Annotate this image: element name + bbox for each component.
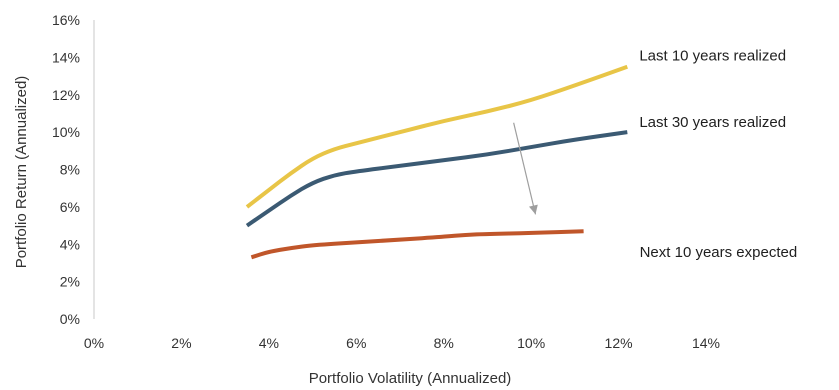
x-tick-label: 6% <box>346 335 366 351</box>
y-tick-label: 0% <box>60 311 80 327</box>
y-tick-label: 14% <box>52 49 80 65</box>
series-line-2 <box>245 130 628 228</box>
series-label-2: Last 30 years realized <box>639 114 786 131</box>
y-axis-title: Portfolio Return (Annualized) <box>13 76 30 269</box>
y-tick-label: 2% <box>60 274 80 290</box>
series-line-3 <box>250 229 584 260</box>
y-tick-label: 4% <box>60 236 80 252</box>
trend-arrow-shaft <box>513 122 537 215</box>
x-tick-label: 14% <box>692 335 720 351</box>
trend-arrow-head <box>529 204 538 215</box>
y-tick-label: 6% <box>60 199 80 215</box>
y-tick-label: 8% <box>60 162 80 178</box>
series-labels: Last 10 years realized Last 30 years real… <box>639 48 797 261</box>
y-axis-ticks: 0% 2% 4% 6% 8% 10% 12% 14% 16% <box>52 12 80 327</box>
x-axis-ticks: 0% 2% 4% 6% 8% 10% 12% 14% <box>84 335 720 351</box>
x-tick-label: 4% <box>259 335 279 351</box>
y-tick-label: 12% <box>52 87 80 103</box>
x-tick-label: 0% <box>84 335 104 351</box>
y-tick-label: 10% <box>52 124 80 140</box>
series-label-3: Next 10 years expected <box>640 244 798 261</box>
x-tick-label: 8% <box>434 335 454 351</box>
x-axis-title: Portfolio Volatility (Annualized) <box>309 370 512 387</box>
series-layer <box>245 64 628 260</box>
series-line-1 <box>245 64 628 209</box>
x-tick-label: 12% <box>605 335 633 351</box>
x-tick-label: 2% <box>171 335 191 351</box>
x-tick-label: 10% <box>517 335 545 351</box>
y-tick-label: 16% <box>52 12 80 28</box>
series-label-1: Last 10 years realized <box>639 48 786 65</box>
